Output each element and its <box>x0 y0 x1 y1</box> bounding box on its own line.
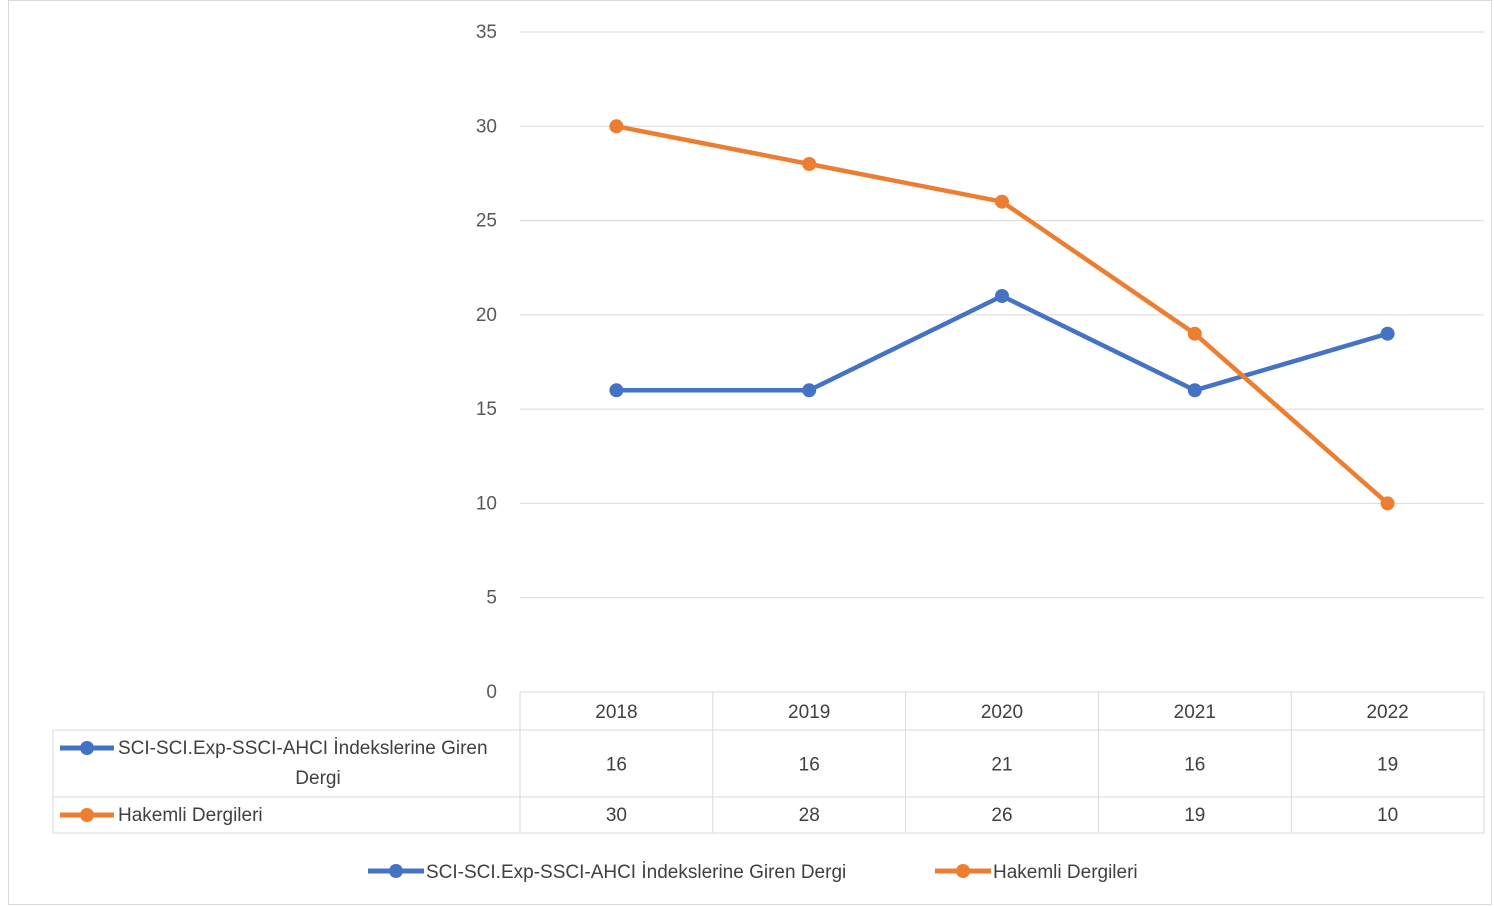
table-row-label: SCI-SCI.Exp-SSCI-AHCI İndekslerine Giren <box>118 738 488 759</box>
legend-label: Hakemli Dergileri <box>993 862 1138 883</box>
table-value: 26 <box>991 805 1012 826</box>
table-value: 19 <box>1184 805 1205 826</box>
y-tick-label: 25 <box>476 211 497 232</box>
table-value: 28 <box>799 805 820 826</box>
table-value: 10 <box>1377 805 1398 826</box>
data-point <box>1380 496 1395 511</box>
legend-label: SCI-SCI.Exp-SSCI-AHCI İndekslerine Giren… <box>426 862 846 883</box>
table-value: 16 <box>606 755 627 776</box>
legend-key-marker <box>956 864 970 878</box>
data-point <box>995 289 1009 303</box>
table-legend-key-marker <box>80 741 94 755</box>
y-tick-label: 30 <box>476 116 497 137</box>
table-value: 16 <box>799 755 820 776</box>
y-tick-label: 5 <box>486 588 497 609</box>
data-point <box>802 157 817 171</box>
table-row-label: Dergi <box>295 768 340 789</box>
data-point <box>609 119 624 134</box>
data-point <box>1187 326 1202 341</box>
data-point <box>1380 326 1395 341</box>
data-point <box>609 383 624 398</box>
table-value: 19 <box>1377 755 1398 776</box>
table-legend-key-marker <box>80 808 94 822</box>
y-tick-label: 35 <box>476 22 497 43</box>
y-tick-label: 0 <box>486 682 497 703</box>
table-value: 16 <box>1184 755 1205 776</box>
chart-frame <box>8 0 1492 905</box>
data-point <box>1187 383 1202 398</box>
x-category-label: 2019 <box>788 702 830 723</box>
legend-key-marker <box>389 864 403 878</box>
y-tick-label: 10 <box>476 493 497 514</box>
x-category-label: 2022 <box>1366 702 1408 723</box>
series-line <box>614 293 1390 393</box>
x-category-label: 2021 <box>1174 702 1216 723</box>
table-value: 21 <box>991 755 1012 776</box>
data-point <box>995 194 1009 209</box>
x-category-label: 2020 <box>981 702 1023 723</box>
x-category-label: 2018 <box>595 702 637 723</box>
data-point <box>802 383 817 398</box>
table-row-label: Hakemli Dergileri <box>118 805 263 826</box>
y-tick-label: 15 <box>476 399 497 420</box>
table-value: 30 <box>606 805 627 826</box>
y-tick-label: 20 <box>476 305 497 326</box>
